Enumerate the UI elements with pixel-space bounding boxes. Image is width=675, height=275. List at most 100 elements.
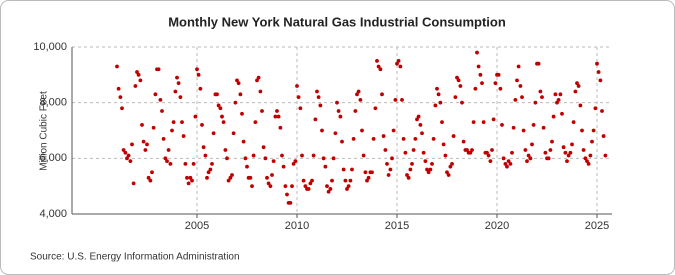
point (193, 114, 198, 119)
point (288, 200, 293, 205)
point (301, 178, 306, 183)
point (198, 86, 203, 91)
point (216, 103, 221, 108)
point (560, 111, 564, 116)
point (315, 89, 319, 94)
point (136, 72, 141, 77)
point (528, 156, 533, 161)
point (451, 134, 456, 138)
point (586, 162, 591, 166)
point (158, 97, 163, 102)
point (233, 100, 238, 105)
point (598, 78, 603, 83)
point (298, 106, 303, 111)
point (170, 128, 174, 133)
point (356, 89, 361, 94)
point (345, 187, 349, 191)
point (338, 114, 343, 119)
point (361, 153, 366, 158)
point (328, 187, 333, 191)
point (148, 178, 153, 183)
point (390, 156, 394, 161)
point (226, 178, 231, 183)
point (403, 150, 408, 155)
point (485, 150, 489, 155)
point (456, 78, 461, 83)
point (311, 153, 316, 158)
point (183, 162, 188, 166)
point (498, 86, 503, 91)
point (195, 67, 199, 72)
point (486, 153, 491, 158)
point (455, 75, 459, 80)
point (255, 78, 259, 83)
point (443, 153, 448, 158)
point (335, 100, 339, 105)
point (401, 136, 406, 141)
point (275, 109, 279, 113)
point (355, 92, 359, 97)
point (530, 142, 534, 147)
point (128, 159, 133, 164)
point (541, 125, 546, 130)
point (313, 117, 318, 122)
point (430, 162, 434, 166)
point (340, 139, 344, 144)
point (523, 148, 528, 152)
point (478, 72, 483, 77)
point (553, 92, 558, 97)
source: Source: U.S. Energy Information Administ… (30, 252, 240, 263)
point (396, 59, 401, 63)
point (240, 111, 244, 116)
point (550, 139, 554, 144)
point (245, 164, 249, 169)
point (386, 173, 391, 177)
point (205, 175, 209, 180)
point (316, 95, 321, 99)
point (163, 156, 168, 161)
point (380, 92, 384, 97)
point (143, 148, 148, 152)
point (300, 153, 304, 158)
point (326, 189, 331, 194)
point (578, 103, 583, 108)
point (271, 159, 276, 164)
point (353, 109, 358, 113)
point (441, 142, 446, 147)
point (503, 162, 508, 166)
point (176, 81, 181, 86)
point (116, 86, 121, 91)
point (341, 167, 346, 172)
y-tick-label: 8,000 (39, 97, 67, 109)
point (473, 86, 478, 91)
point (276, 114, 281, 119)
point (150, 170, 154, 175)
point (536, 61, 541, 66)
point (115, 64, 119, 69)
point (518, 84, 523, 88)
point (371, 136, 376, 141)
point (366, 175, 371, 180)
point (546, 156, 551, 161)
point (416, 114, 421, 119)
point (133, 84, 138, 88)
point (426, 170, 431, 175)
point (140, 123, 144, 127)
point (248, 175, 253, 180)
point (370, 170, 374, 175)
point (568, 150, 573, 155)
point (400, 97, 404, 102)
point (215, 92, 219, 97)
point (411, 148, 416, 152)
point (180, 120, 184, 125)
point (540, 95, 544, 99)
point (531, 123, 536, 127)
point (395, 61, 399, 66)
point (440, 120, 444, 125)
point (461, 139, 466, 144)
point (475, 50, 479, 55)
point (465, 148, 469, 152)
y-tick-label: 4,000 (39, 208, 67, 220)
point (231, 131, 236, 136)
point (358, 97, 363, 102)
